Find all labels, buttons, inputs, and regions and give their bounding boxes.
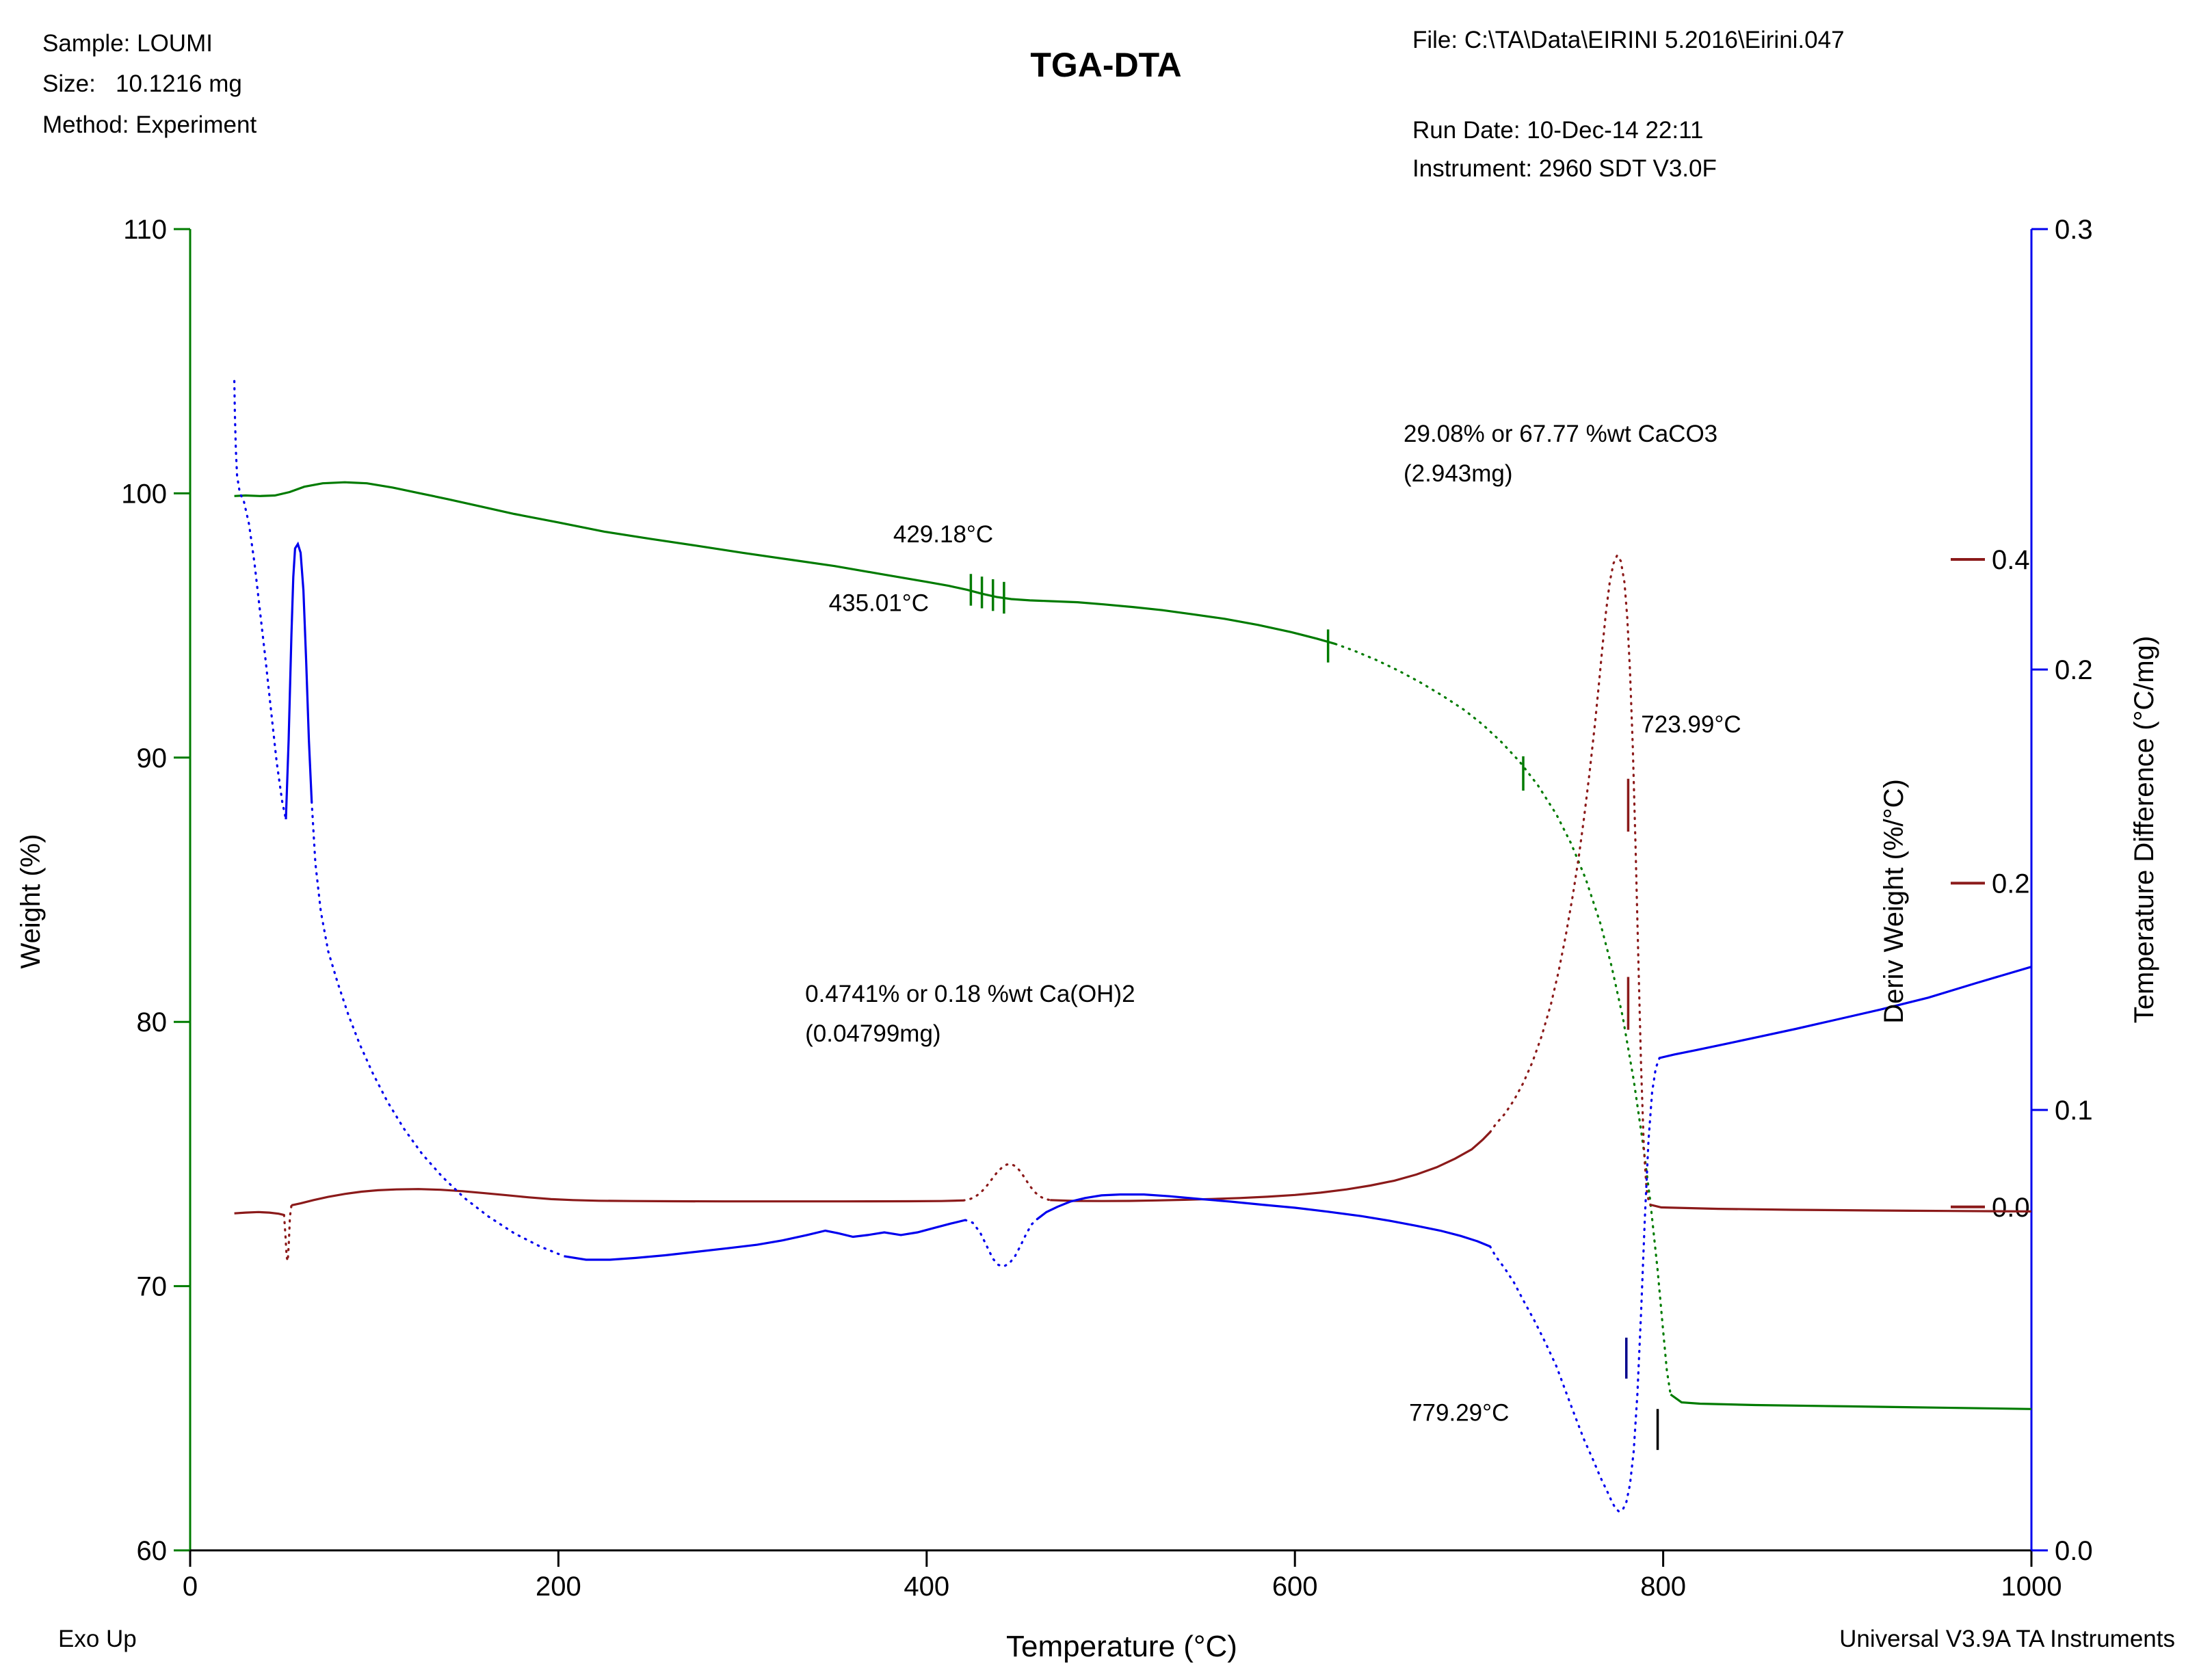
file-path-label: File: C:\TA\Data\EIRINI 5.2016\Eirini.04… <box>1412 27 1845 53</box>
temp_diff-curve <box>564 1219 966 1261</box>
x-tick-label: 1000 <box>2001 1572 2062 1602</box>
method-label: Method: Experiment <box>42 111 256 138</box>
temp-difference-axis-title: Temperature Difference (°C/mg) <box>2129 636 2159 1024</box>
x-tick-label: 600 <box>1272 1572 1318 1602</box>
weight-tick-label: 70 <box>137 1272 168 1302</box>
deriv-tick-label: 0.0 <box>1992 1193 2030 1223</box>
temp_diff-curve <box>285 541 313 820</box>
weight-curve <box>1670 1393 2032 1410</box>
x-tick-label: 400 <box>904 1572 949 1602</box>
temp_diff-curve <box>1659 966 2032 1059</box>
deriv-tick-label: 0.4 <box>1992 545 2030 575</box>
deriv_weight-curve <box>1489 553 1650 1206</box>
x-tick-label: 0 <box>183 1572 198 1602</box>
plot-area: 60 70 80 90 100 110 0 200 400 600 800 1000 0.0 0.1 0.2… <box>121 215 2092 1602</box>
annotation-label: (0.04799mg) <box>805 1020 940 1047</box>
exo-up-label: Exo Up <box>58 1626 137 1652</box>
weight-curve <box>234 481 1336 646</box>
temp_diff-curve <box>233 380 287 821</box>
annotation-label: 429.18°C <box>893 521 993 548</box>
annotation-label: 435.01°C <box>829 590 929 616</box>
annotation-label: 723.99°C <box>1641 711 1741 738</box>
annotation-label: 779.29°C <box>1409 1400 1509 1427</box>
x-tick-label: 800 <box>1640 1572 1686 1602</box>
deriv_weight-curve <box>234 1210 285 1217</box>
deriv_weight-curve <box>962 1163 1051 1202</box>
tempdiff-tick-label: 0.3 <box>2055 215 2093 245</box>
annotation-label: (2.943mg) <box>1404 460 1513 487</box>
tempdiff-tick-label: 0.1 <box>2055 1096 2093 1126</box>
run-date-label: Run Date: 10-Dec-14 22:11 <box>1412 117 1703 144</box>
x-axis-title: Temperature (°C) <box>1006 1630 1237 1663</box>
x-tick-label: 200 <box>536 1572 581 1602</box>
size-label: Size: 10.1216 mg <box>42 70 242 97</box>
weight-curve <box>1334 642 1672 1396</box>
weight-tick-label: 100 <box>121 479 167 509</box>
chart-title: TGA-DTA <box>1030 46 1181 84</box>
temp_diff-curve <box>311 800 566 1258</box>
annotation-label: 29.08% or 67.77 %wt CaCO3 <box>1404 421 1717 447</box>
temp_diff-curve <box>964 1218 1038 1268</box>
sample-label: Sample: LOUMI <box>42 30 213 57</box>
annotation-label: 0.4741% or 0.18 %wt Ca(OH)2 <box>805 981 1135 1007</box>
deriv_weight-curve <box>1649 1203 2032 1213</box>
instrument-label: Instrument: 2960 SDT V3.0F <box>1412 155 1717 182</box>
tempdiff-tick-label: 0.2 <box>2055 655 2093 685</box>
tempdiff-tick-label: 0.0 <box>2055 1536 2093 1566</box>
deriv-weight-axis-title: Deriv Weight (%/°C) <box>1879 779 1909 1024</box>
deriv_weight-curve <box>291 1188 964 1206</box>
deriv_weight-curve <box>282 1204 293 1262</box>
deriv_weight-curve <box>1050 1131 1491 1202</box>
weight-tick-label: 90 <box>137 743 168 773</box>
weight-axis-title: Weight (%) <box>16 834 46 968</box>
weight-tick-label: 60 <box>137 1536 168 1566</box>
weight-tick-label: 110 <box>123 215 167 245</box>
deriv-tick-label: 0.2 <box>1992 869 2030 899</box>
temp_diff-curve <box>1489 1057 1661 1513</box>
weight-tick-label: 80 <box>137 1007 168 1037</box>
software-credit-label: Universal V3.9A TA Instruments <box>1839 1626 2175 1652</box>
temp_diff-curve <box>1036 1193 1491 1248</box>
